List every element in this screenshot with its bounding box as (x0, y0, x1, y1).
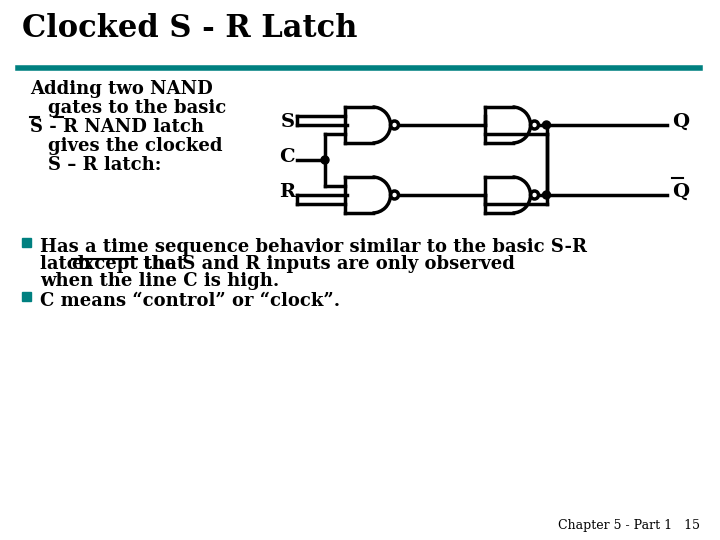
Text: C means “control” or “clock”.: C means “control” or “clock”. (40, 292, 340, 310)
Text: Q: Q (672, 183, 689, 201)
Text: when the line C is high.: when the line C is high. (40, 272, 279, 290)
Text: Has a time sequence behavior similar to the basic S-R: Has a time sequence behavior similar to … (40, 238, 587, 256)
Text: Adding two NAND: Adding two NAND (30, 80, 212, 98)
Circle shape (321, 156, 329, 164)
Text: S - R NAND latch: S - R NAND latch (30, 118, 204, 136)
Text: C: C (279, 148, 295, 166)
Text: Q: Q (672, 113, 689, 131)
Circle shape (542, 191, 551, 199)
Text: S: S (281, 113, 295, 131)
Text: Chapter 5 - Part 1   15: Chapter 5 - Part 1 15 (558, 519, 700, 532)
Text: latch: latch (40, 255, 97, 273)
Text: R: R (279, 183, 295, 201)
Text: gives the clocked: gives the clocked (48, 137, 222, 155)
Text: except that: except that (72, 255, 185, 273)
Text: gates to the basic: gates to the basic (48, 99, 226, 117)
Text: Clocked S - R Latch: Clocked S - R Latch (22, 13, 358, 44)
FancyBboxPatch shape (22, 292, 31, 301)
FancyBboxPatch shape (22, 238, 31, 247)
Circle shape (542, 121, 551, 129)
Text: the S and R inputs are only observed: the S and R inputs are only observed (137, 255, 515, 273)
Text: S – R latch:: S – R latch: (48, 156, 161, 174)
